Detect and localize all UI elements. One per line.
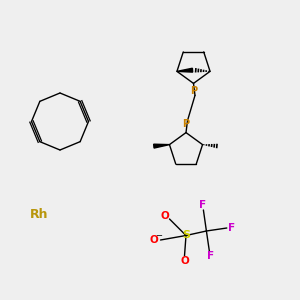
Text: P: P bbox=[190, 86, 197, 96]
Text: O: O bbox=[180, 256, 189, 266]
Text: Rh: Rh bbox=[30, 208, 48, 221]
Text: F: F bbox=[228, 223, 235, 233]
Text: O: O bbox=[160, 211, 169, 221]
Text: P: P bbox=[182, 119, 190, 129]
Polygon shape bbox=[177, 68, 193, 72]
Polygon shape bbox=[154, 144, 169, 148]
Text: −: − bbox=[155, 231, 162, 240]
Text: O: O bbox=[149, 235, 158, 245]
Text: F: F bbox=[199, 200, 206, 211]
Text: S: S bbox=[182, 230, 190, 241]
Text: F: F bbox=[207, 251, 214, 261]
